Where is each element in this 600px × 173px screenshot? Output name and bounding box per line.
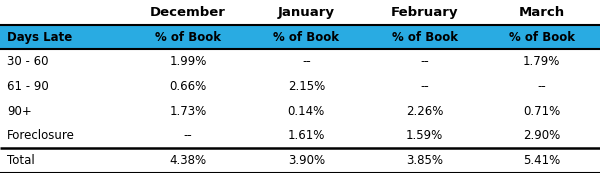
Text: January: January [278,6,335,19]
Text: 2.15%: 2.15% [287,80,325,93]
Text: 1.99%: 1.99% [169,55,207,68]
Text: February: February [391,6,458,19]
Text: March: March [519,6,565,19]
Text: 1.59%: 1.59% [406,129,443,142]
Text: 3.90%: 3.90% [288,154,325,167]
Text: 61 - 90: 61 - 90 [7,80,49,93]
Text: December: December [150,6,226,19]
Text: --: -- [184,129,193,142]
Text: % of Book: % of Book [392,31,458,44]
Text: 4.38%: 4.38% [170,154,206,167]
Text: 0.14%: 0.14% [287,105,325,118]
Text: 2.26%: 2.26% [406,105,443,118]
Text: 3.85%: 3.85% [406,154,443,167]
Text: Days Late: Days Late [7,31,73,44]
Text: 1.61%: 1.61% [287,129,325,142]
Text: 2.90%: 2.90% [523,129,560,142]
Text: % of Book: % of Book [274,31,340,44]
Text: Total: Total [7,154,35,167]
Text: --: -- [420,55,429,68]
Text: % of Book: % of Book [509,31,575,44]
Text: 30 - 60: 30 - 60 [7,55,49,68]
Text: 0.66%: 0.66% [169,80,207,93]
Text: 90+: 90+ [7,105,32,118]
Text: Foreclosure: Foreclosure [7,129,75,142]
Text: 0.71%: 0.71% [523,105,560,118]
Text: --: -- [302,55,311,68]
Text: --: -- [538,80,546,93]
Text: 5.41%: 5.41% [523,154,560,167]
Text: --: -- [420,80,429,93]
Text: 1.73%: 1.73% [169,105,207,118]
Bar [0,25,600,49]
Text: 1.79%: 1.79% [523,55,560,68]
Text: % of Book: % of Book [155,31,221,44]
